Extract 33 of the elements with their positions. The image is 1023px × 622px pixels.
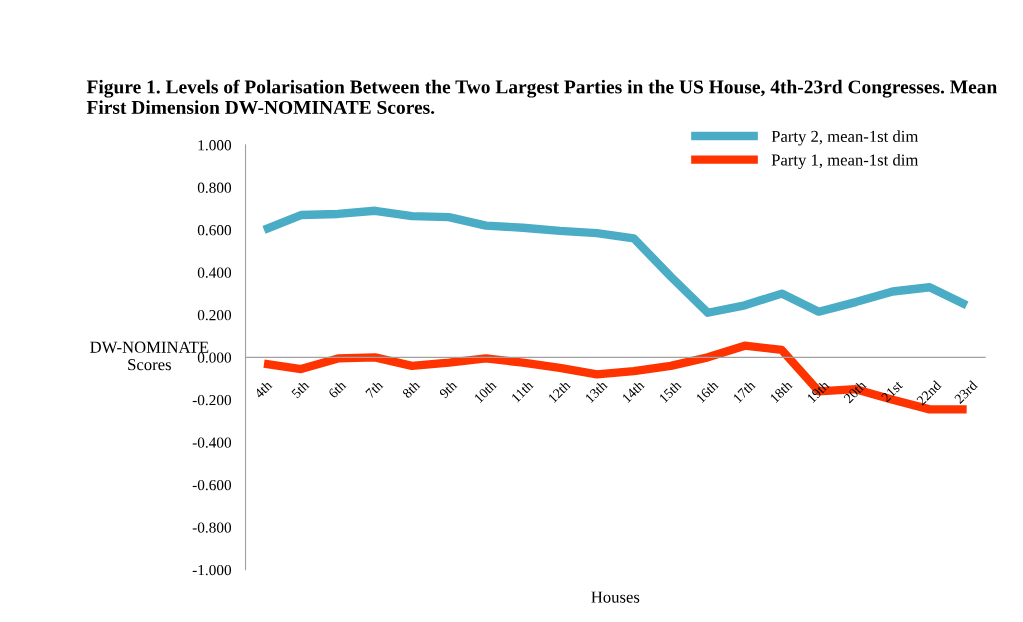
- y-tick-label: 1.000: [198, 140, 232, 151]
- y-tick-label: 0.000: [197, 352, 232, 363]
- y-tick-label: 0.600: [197, 225, 232, 236]
- chart-title: Figure 1. Levels of Polarisation Between the Two Largest Parties in the US House, 4th-23rd Congresses. Mean First Dimension DW-NOMINATE Scores.: [86, 79, 997, 115]
- x-tick-label: 10th: [473, 379, 497, 404]
- x-tick-label: 21st: [880, 379, 904, 403]
- x-tick-label: 5th: [290, 379, 310, 399]
- x-tick-label: 8th: [401, 379, 421, 399]
- y-tick-label: -0.600: [192, 479, 232, 491]
- legend-label: Party 1, mean-1st dim: [771, 153, 919, 170]
- x-tick-label: 17th: [732, 379, 756, 404]
- y-tick-label: 0.800: [197, 182, 232, 193]
- x-tick-label: 6th: [327, 379, 347, 399]
- x-tick-label: 13th: [584, 379, 608, 404]
- x-tick-label: 7th: [364, 379, 384, 399]
- x-tick-label: 20th: [842, 379, 867, 404]
- y-tick-label: -0.200: [192, 394, 232, 406]
- y-tick-label: -1.000: [192, 564, 232, 576]
- x-tick-label: 18th: [769, 379, 793, 404]
- x-tick-label: 11th: [510, 379, 534, 403]
- x-tick-label: 9th: [438, 379, 458, 399]
- x-tick-label: 14th: [621, 379, 645, 404]
- y-tick-label: 0.400: [197, 267, 232, 278]
- y-tick-label: -0.800: [192, 522, 232, 533]
- x-axis-title: Houses: [591, 591, 640, 603]
- x-tick-label: 4th: [253, 379, 273, 399]
- x-tick-label: 12th: [547, 379, 571, 404]
- legend-label: Party 2, mean-1st dim: [771, 130, 919, 146]
- y-tick-label: -0.400: [192, 437, 232, 448]
- y-tick-label: 0.200: [197, 310, 232, 321]
- x-tick-label: 15th: [658, 379, 682, 404]
- x-tick-label: 19th: [806, 379, 830, 404]
- x-tick-label: 16th: [695, 379, 719, 404]
